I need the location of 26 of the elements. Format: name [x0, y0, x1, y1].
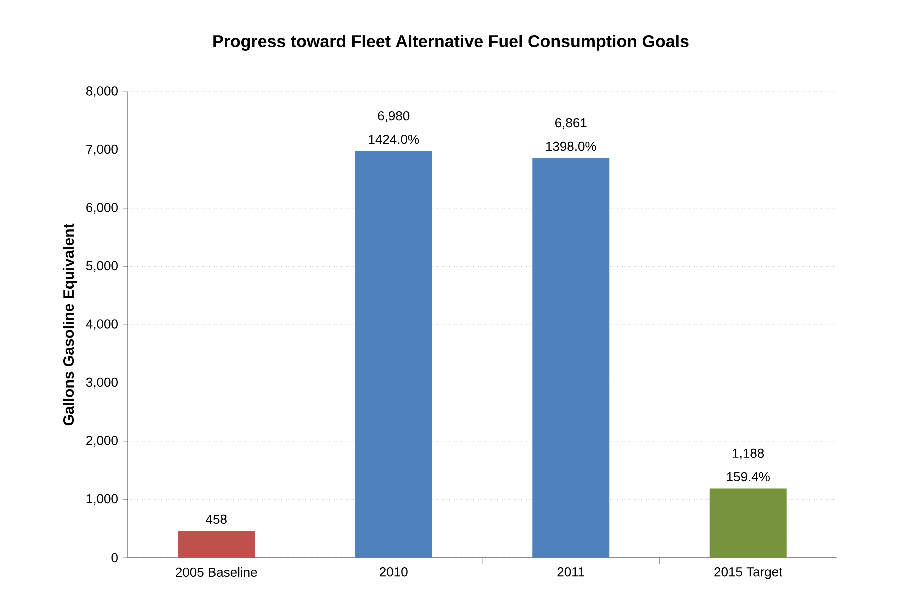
bar — [178, 531, 256, 558]
y-tick-label: 5,000 — [86, 261, 118, 272]
annotation: 1398.0% — [546, 142, 596, 152]
x-tick-label: 2005 Baseline — [176, 568, 258, 578]
y-axis-title: Gallons Gasoline Equivalent — [63, 224, 78, 426]
data-label: 1,188 — [733, 448, 764, 460]
annotation: 159.4% — [727, 472, 770, 482]
y-tick-label: 1,000 — [86, 494, 118, 506]
data-label: 6,980 — [378, 111, 410, 122]
data-label: 458 — [206, 514, 227, 524]
annotation: 1424.0% — [369, 135, 420, 144]
x-tick-label: 2011 — [558, 568, 584, 577]
y-tick-label: 3,000 — [86, 378, 118, 389]
bar — [355, 151, 432, 558]
y-tick-label: 6,000 — [86, 203, 118, 214]
y-tick-label: 2,000 — [86, 436, 118, 447]
y-tick-label: 7,000 — [86, 144, 118, 156]
bar — [710, 488, 787, 558]
x-tick-label: 2015 Target — [714, 568, 783, 580]
chart-title: Progress toward Fleet Alternative Fuel Consumption Goals — [214, 35, 689, 51]
y-tick-label: 8,000 — [86, 86, 118, 98]
bar — [532, 158, 610, 558]
data-label: 6,861 — [556, 118, 587, 130]
x-tick-label: 2010 — [380, 568, 408, 577]
y-tick-label: 4,000 — [86, 320, 118, 330]
y-tick-label: 0 — [112, 553, 118, 563]
